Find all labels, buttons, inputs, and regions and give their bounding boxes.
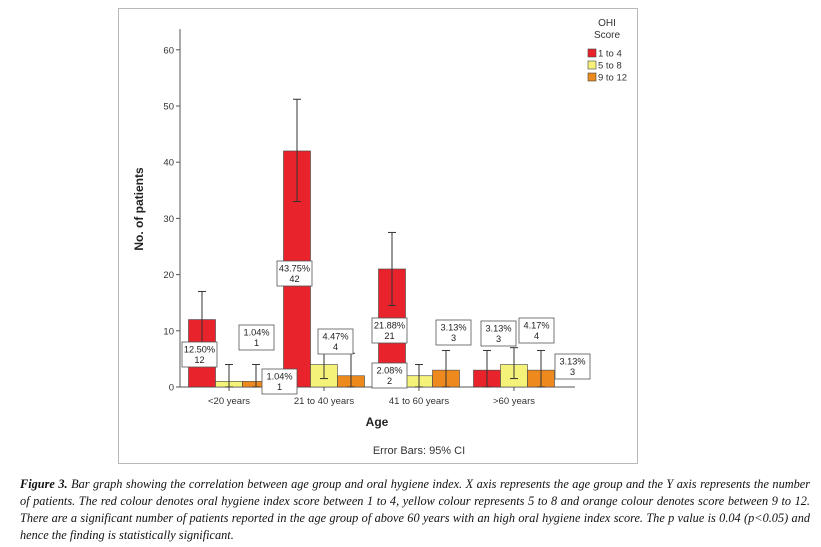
bar-chart: 0 10 20 30 40 50 60 No. of patients Age Error Bar… <box>132 18 627 457</box>
legend-subtitle: Score <box>594 30 621 41</box>
data-label-box <box>238 324 275 351</box>
data-label-count: 4 <box>333 342 338 352</box>
x-axis-title: Age <box>366 415 389 429</box>
error-bars-note: Error Bars: 95% CI <box>373 445 465 457</box>
legend-label: 9 to 12 <box>598 73 627 84</box>
figure-caption: Figure 3. Bar graph showing the correlat… <box>20 476 810 544</box>
data-label-count: 12 <box>194 355 204 365</box>
data-label-count: 3 <box>451 333 456 343</box>
data-label-count: 3 <box>570 367 575 377</box>
x-tick-label: 21 to 40 years <box>294 396 354 407</box>
data-label-percent: 4.47% <box>322 332 348 342</box>
data-label-box <box>261 368 298 395</box>
data-label-percent: 3.13% <box>440 323 466 333</box>
caption-text: Bar graph showing the correlation betwee… <box>20 477 810 542</box>
chart-frame: 0 10 20 30 40 50 60 No. of patients Age Error Bar… <box>118 8 638 464</box>
data-label-percent: 2.08% <box>376 366 402 376</box>
data-label-percent: 1.04% <box>266 372 292 382</box>
data-label-count: 3 <box>496 334 501 344</box>
data-label-percent: 3.13% <box>485 324 511 334</box>
x-tick-label: >60 years <box>493 396 535 407</box>
x-tick-label: <20 years <box>208 396 250 407</box>
data-label-count: 4 <box>534 331 539 341</box>
data-label-count: 21 <box>384 331 394 341</box>
data-label-box <box>371 317 408 344</box>
data-label-box <box>480 320 517 347</box>
data-label-percent: 21.88% <box>374 321 405 331</box>
y-tick-label: 0 <box>169 383 174 394</box>
y-tick-label: 40 <box>163 158 174 169</box>
data-label-box <box>371 362 408 389</box>
legend-label: 1 to 4 <box>598 49 622 60</box>
data-label-box <box>435 319 472 346</box>
data-label-percent: 12.50% <box>184 345 215 355</box>
legend-label: 5 to 8 <box>598 61 622 72</box>
data-label-box <box>317 328 354 355</box>
data-label-percent: 4.17% <box>523 321 549 331</box>
data-label-box <box>276 260 313 287</box>
x-tick-label: 41 to 60 years <box>389 396 449 407</box>
caption-label: Figure 3. <box>20 477 68 491</box>
data-label-box <box>554 353 591 380</box>
legend-title: OHI <box>598 18 616 29</box>
data-label-count: 42 <box>289 274 299 284</box>
data-label-box <box>181 341 218 368</box>
legend-swatch <box>587 72 597 82</box>
data-label-percent: 3.13% <box>559 357 585 367</box>
y-axis-title: No. of patients <box>132 167 146 251</box>
y-tick-label: 50 <box>163 102 174 113</box>
data-label-percent: 43.75% <box>279 264 310 274</box>
data-label-percent: 1.04% <box>243 328 269 338</box>
y-tick-label: 20 <box>163 270 174 281</box>
data-label-count: 1 <box>254 338 259 348</box>
data-label-count: 1 <box>277 382 282 392</box>
y-tick-label: 60 <box>163 45 174 56</box>
y-tick-label: 10 <box>163 326 174 337</box>
data-label-box <box>518 317 555 344</box>
legend-swatch <box>587 60 597 70</box>
data-label-count: 2 <box>387 376 392 386</box>
legend-swatch <box>587 48 597 58</box>
y-tick-label: 30 <box>163 214 174 225</box>
